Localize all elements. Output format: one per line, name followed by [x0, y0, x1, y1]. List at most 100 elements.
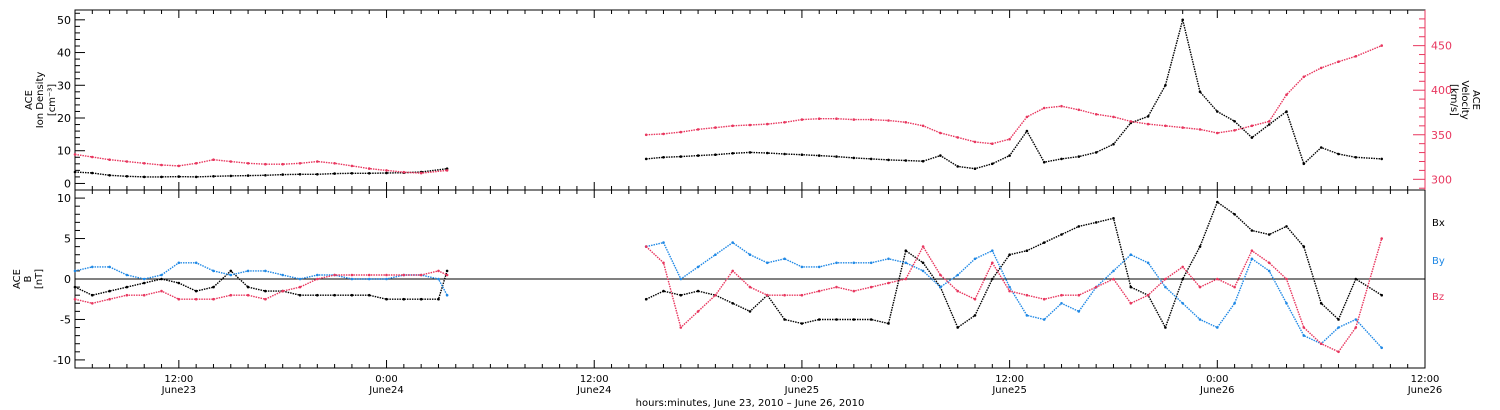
x-tick-label-date: June25	[784, 385, 820, 396]
series-velocity-point	[160, 163, 163, 167]
series-ion-density-point	[1146, 115, 1150, 118]
series-by-point	[1181, 302, 1184, 305]
series-ion-density-point	[281, 173, 285, 176]
series-by-point	[108, 265, 111, 269]
series-bz-point	[367, 273, 371, 277]
series-ion-density-point	[1060, 157, 1063, 161]
series-bz-point	[437, 269, 440, 273]
series-ion-density-point	[229, 174, 233, 178]
series-bz-point	[350, 273, 354, 277]
series-ion-density-point	[1233, 120, 1236, 123]
series-by-point	[973, 257, 977, 261]
series-velocity-point	[177, 164, 181, 168]
series-bz-point	[939, 273, 942, 277]
series-bz-point	[194, 297, 198, 301]
b-tick-label: -5	[60, 313, 71, 326]
top-left-label-line1: ACE	[24, 90, 35, 110]
series-bz-point	[1042, 297, 1046, 301]
x-tick-label-time: 12:00	[995, 374, 1024, 385]
series-by-point	[1008, 285, 1011, 289]
series-ion-density-point	[1380, 157, 1383, 161]
series-bx-point	[1198, 245, 1202, 248]
series-bz-point	[1112, 277, 1115, 281]
series-by-point	[921, 269, 925, 273]
series-bz-point	[1129, 302, 1133, 305]
series-velocity-point	[644, 133, 648, 137]
velocity-tick-label: 450	[1431, 40, 1452, 53]
series-bx-point	[1285, 225, 1288, 228]
series-velocity-point	[1216, 131, 1219, 135]
series-velocity-point	[125, 160, 129, 163]
series-bx-point	[264, 289, 267, 293]
series-by-point	[1198, 318, 1202, 321]
bottom-left-label-line2: B	[23, 275, 34, 282]
series-bz-point	[246, 293, 250, 297]
series-ion-density-point	[1267, 123, 1271, 126]
series-velocity-point	[212, 158, 215, 161]
series-bx-point	[402, 297, 406, 301]
series-bx-point	[1181, 277, 1184, 281]
series-bx-point	[852, 318, 856, 321]
top-left-label-line3: [cm⁻³]	[47, 84, 58, 116]
series-bx-point	[1302, 245, 1306, 248]
data-marks	[73, 18, 1383, 354]
series-ion-density-point	[1285, 110, 1288, 113]
series-bx-point	[696, 289, 700, 293]
series-bx-point	[125, 285, 129, 289]
series-ion-density-point	[662, 156, 665, 159]
series-velocity-point	[1337, 60, 1340, 63]
series-bx-point	[1380, 293, 1383, 297]
series-bx-point	[91, 293, 94, 297]
series-bz-point	[904, 277, 908, 281]
series-by-point	[298, 277, 302, 281]
series-by-point	[445, 293, 449, 297]
series-ion-density-point	[766, 151, 769, 155]
series-ion-density-point	[748, 151, 752, 154]
series-bz-point	[264, 297, 267, 301]
x-tick-label-date: June26	[1407, 385, 1443, 396]
x-tick-label-date: June24	[368, 385, 404, 396]
series-by-point	[1077, 310, 1081, 313]
series-velocity-point	[696, 128, 700, 131]
series-bz-point	[402, 273, 406, 277]
series-by-point	[1129, 253, 1133, 256]
series-ion-density-point	[1164, 84, 1167, 87]
series-bz-point	[1146, 293, 1150, 297]
series-bx-point	[212, 285, 215, 289]
series-ion-density-point	[1302, 162, 1306, 166]
series-bx-point	[1077, 225, 1081, 228]
series-ion-density-point	[956, 165, 959, 168]
series-bx-point	[973, 314, 977, 317]
series-velocity-point	[1164, 124, 1167, 128]
series-by-point	[229, 273, 233, 277]
series-bz-point	[160, 289, 163, 293]
series-velocity-point	[445, 169, 449, 172]
series-bx-point	[800, 322, 804, 325]
series-ion-density-point	[1337, 152, 1340, 156]
series-bz-point	[419, 273, 423, 277]
bottom-left-label-line3: [nT]	[34, 269, 45, 289]
series-bz-point	[333, 273, 336, 277]
series-ion-density-point	[679, 155, 683, 158]
series-velocity-point	[921, 124, 925, 128]
legend-by: By	[1432, 256, 1445, 267]
series-by-point	[316, 273, 319, 277]
series-ion-density-point	[1077, 155, 1081, 158]
series-velocity-trace	[646, 44, 1382, 145]
series-bz-point	[73, 297, 77, 301]
series-ion-density-point	[194, 175, 198, 179]
series-ion-density-point	[212, 175, 215, 178]
series-ion-density-point	[835, 155, 838, 158]
x-tick-label-date: June23	[161, 385, 197, 396]
series-velocity-trace	[74, 153, 448, 174]
series-bz-point	[696, 310, 700, 313]
series-velocity-point	[1302, 75, 1306, 79]
series-ion-density-trace	[74, 168, 448, 178]
series-ion-density-point	[1216, 110, 1219, 113]
series-velocity-point	[1094, 113, 1098, 116]
series-bz-point	[1181, 265, 1184, 269]
density-tick-label: 10	[57, 145, 71, 158]
series-velocity-point	[1319, 66, 1323, 70]
series-bz-point	[445, 273, 449, 277]
series-by-point	[887, 257, 890, 261]
